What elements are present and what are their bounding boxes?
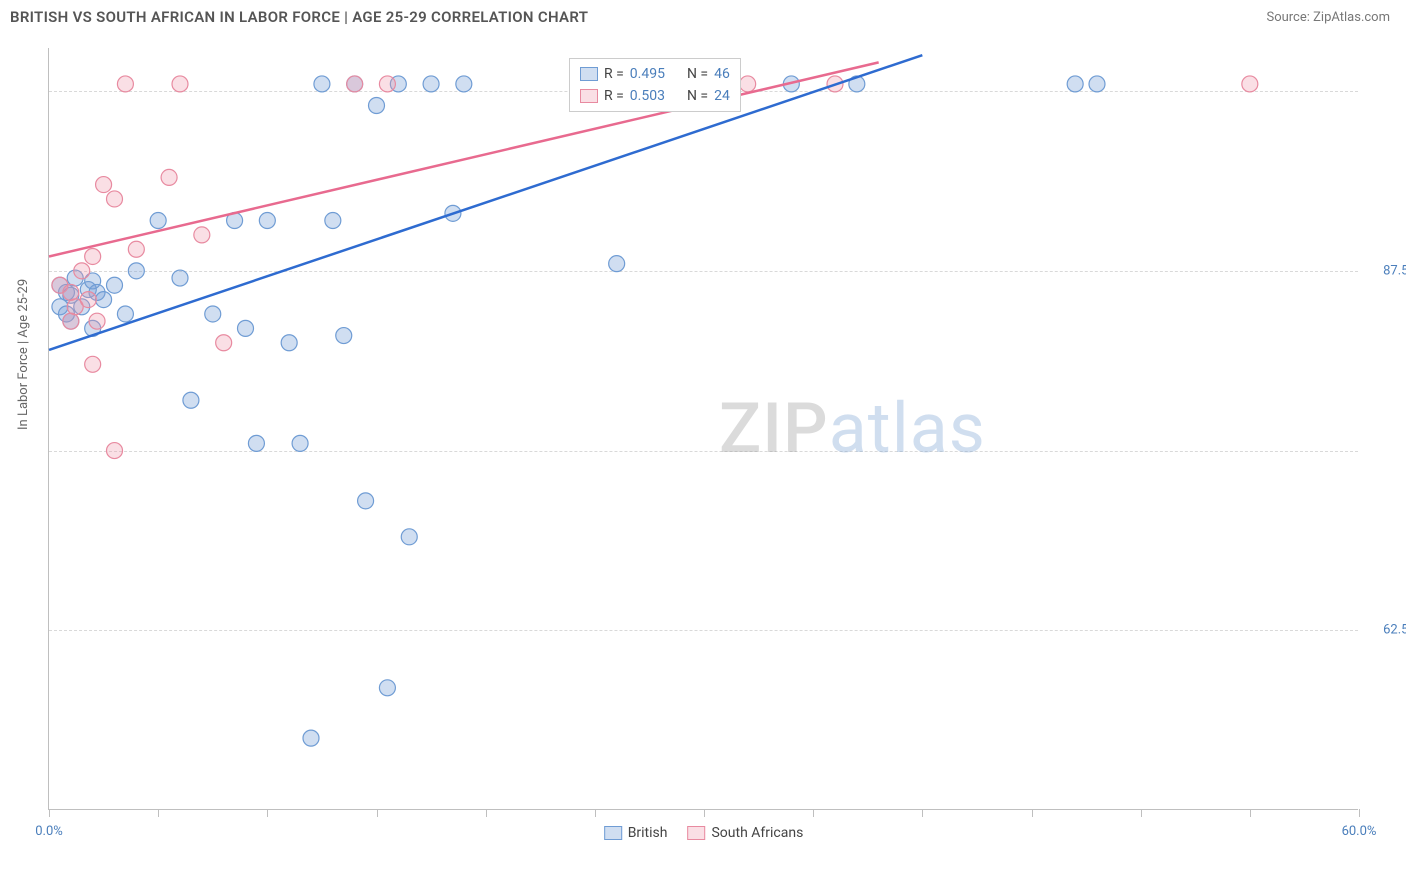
data-point	[347, 76, 363, 92]
data-point	[609, 256, 625, 272]
legend-row: R = 0.503 N = 24	[580, 85, 730, 107]
legend-swatch	[580, 67, 598, 81]
chart-header: BRITISH VS SOUTH AFRICAN IN LABOR FORCE …	[0, 0, 1406, 32]
legend-row: R = 0.495 N = 46	[580, 63, 730, 85]
legend-swatch	[604, 826, 622, 840]
data-point	[107, 191, 123, 207]
x-tick	[595, 809, 596, 817]
legend-n-label: N =	[687, 63, 708, 85]
data-point	[238, 320, 254, 336]
data-point	[205, 306, 221, 322]
data-point	[85, 356, 101, 372]
trend-line	[49, 55, 922, 350]
x-tick	[1359, 809, 1360, 817]
x-tick	[1032, 809, 1033, 817]
data-point	[183, 392, 199, 408]
legend-r-value: 0.495	[630, 63, 665, 85]
scatter-svg	[49, 48, 1358, 809]
legend-n-value: 24	[714, 85, 730, 107]
data-point	[89, 313, 105, 329]
data-point	[107, 443, 123, 459]
data-point	[281, 335, 297, 351]
x-tick	[486, 809, 487, 817]
data-point	[358, 493, 374, 509]
legend-item-label: British	[628, 825, 668, 841]
data-point	[117, 76, 133, 92]
chart-title: BRITISH VS SOUTH AFRICAN IN LABOR FORCE …	[10, 8, 588, 26]
data-point	[423, 76, 439, 92]
x-tick-label: 0.0%	[35, 824, 63, 839]
x-tick	[813, 809, 814, 817]
data-point	[63, 284, 79, 300]
data-point	[85, 248, 101, 264]
legend-n-label: N =	[687, 85, 708, 107]
x-tick	[377, 809, 378, 817]
chart-source: Source: ZipAtlas.com	[1266, 10, 1390, 25]
legend-correlation: R = 0.495 N = 46 R = 0.503 N = 24	[569, 58, 741, 112]
data-point	[325, 213, 341, 229]
legend-item: British	[604, 825, 668, 841]
data-point	[128, 263, 144, 279]
legend-swatch	[687, 826, 705, 840]
data-point	[117, 306, 133, 322]
data-point	[248, 435, 264, 451]
x-tick	[1141, 809, 1142, 817]
x-tick	[158, 809, 159, 817]
data-point	[150, 213, 166, 229]
data-point	[63, 313, 79, 329]
data-point	[336, 328, 352, 344]
x-tick	[267, 809, 268, 817]
data-point	[379, 680, 395, 696]
data-point	[314, 76, 330, 92]
data-point	[740, 76, 756, 92]
data-point	[128, 241, 144, 257]
legend-r-value: 0.503	[630, 85, 665, 107]
x-tick	[922, 809, 923, 817]
data-point	[1242, 76, 1258, 92]
data-point	[369, 98, 385, 114]
data-point	[172, 270, 188, 286]
legend-r-label: R =	[604, 63, 624, 85]
legend-n-value: 46	[714, 63, 730, 85]
data-point	[1067, 76, 1083, 92]
x-tick-label: 60.0%	[1342, 824, 1377, 839]
data-point	[292, 435, 308, 451]
y-tick-label: 62.5%	[1368, 623, 1406, 638]
data-point	[401, 529, 417, 545]
data-point	[107, 277, 123, 293]
x-tick	[704, 809, 705, 817]
legend-item-label: South Africans	[711, 825, 803, 841]
data-point	[74, 263, 90, 279]
data-point	[1089, 76, 1105, 92]
x-tick	[1250, 809, 1251, 817]
data-point	[96, 292, 112, 308]
data-point	[379, 76, 395, 92]
y-tick-label: 87.5%	[1368, 263, 1406, 278]
data-point	[96, 177, 112, 193]
data-point	[216, 335, 232, 351]
data-point	[172, 76, 188, 92]
data-point	[80, 292, 96, 308]
legend-swatch	[580, 89, 598, 103]
data-point	[259, 213, 275, 229]
data-point	[456, 76, 472, 92]
data-point	[303, 730, 319, 746]
y-axis-label: In Labor Force | Age 25-29	[16, 279, 31, 430]
data-point	[194, 227, 210, 243]
data-point	[161, 169, 177, 185]
legend-series: British South Africans	[604, 825, 804, 841]
plot-area: 62.5%87.5% 0.0%60.0% ZIPatlas R =0.495N …	[48, 48, 1358, 810]
x-tick	[49, 809, 50, 817]
legend-item: South Africans	[687, 825, 803, 841]
legend-r-label: R =	[604, 85, 624, 107]
